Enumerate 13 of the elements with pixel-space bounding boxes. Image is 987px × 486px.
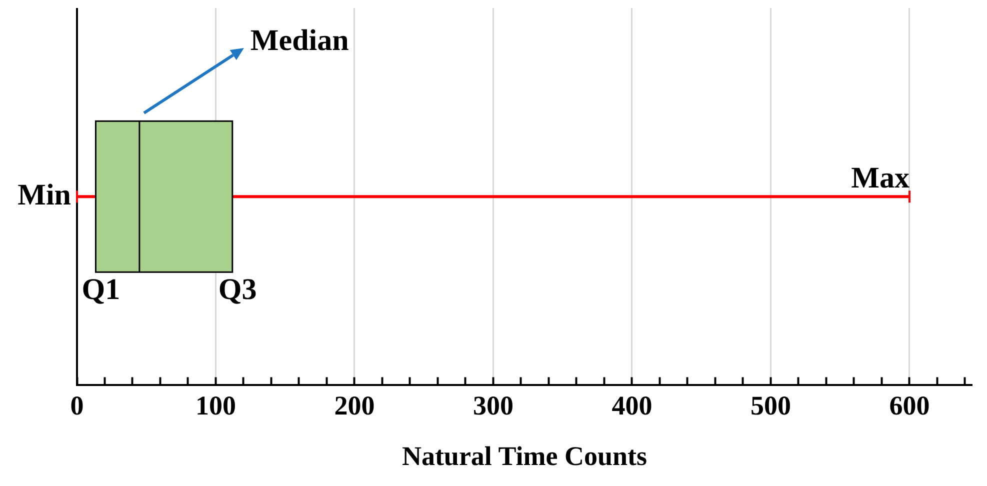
x-tick-label: 100 xyxy=(196,390,236,420)
x-axis-title: Natural Time Counts xyxy=(402,440,647,471)
x-tick-label: 300 xyxy=(472,390,514,420)
x-tick-label: 400 xyxy=(612,390,652,420)
x-tick-label: 500 xyxy=(750,390,791,420)
annotation: Median xyxy=(250,24,350,57)
x-tick-label: 600 xyxy=(889,390,930,420)
annotation: Max xyxy=(851,161,910,194)
annotation: Q3 xyxy=(218,272,257,306)
x-tick-label: 0 xyxy=(70,390,84,420)
annotation: Q1 xyxy=(82,272,120,306)
text: Min xyxy=(18,178,72,212)
x-tick-label: 200 xyxy=(334,390,375,420)
